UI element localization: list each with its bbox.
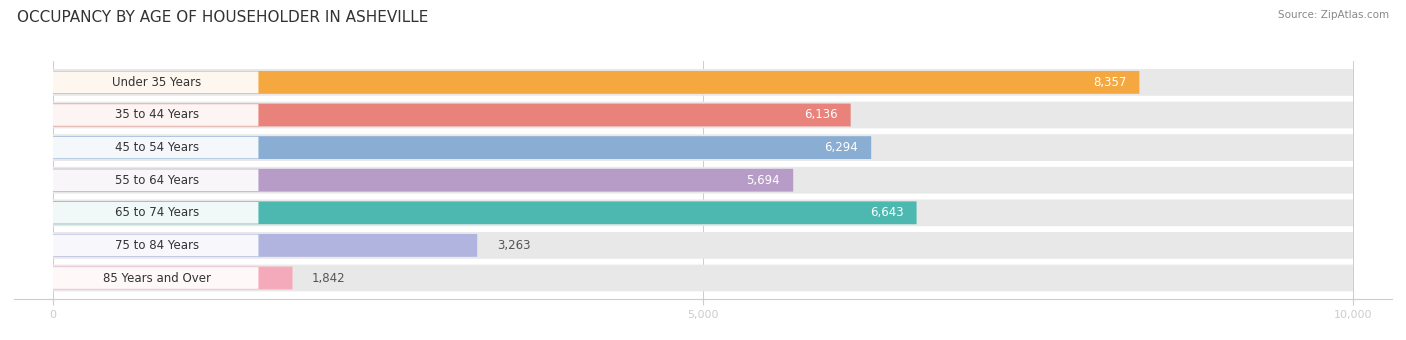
- Text: OCCUPANCY BY AGE OF HOUSEHOLDER IN ASHEVILLE: OCCUPANCY BY AGE OF HOUSEHOLDER IN ASHEV…: [17, 10, 429, 25]
- FancyBboxPatch shape: [53, 71, 1139, 94]
- FancyBboxPatch shape: [53, 200, 1353, 226]
- FancyBboxPatch shape: [53, 234, 477, 257]
- FancyBboxPatch shape: [53, 136, 872, 159]
- Text: 75 to 84 Years: 75 to 84 Years: [115, 239, 200, 252]
- FancyBboxPatch shape: [53, 69, 1353, 96]
- FancyBboxPatch shape: [53, 104, 851, 126]
- FancyBboxPatch shape: [51, 169, 259, 191]
- FancyBboxPatch shape: [53, 167, 1353, 193]
- FancyBboxPatch shape: [53, 267, 292, 289]
- Text: 6,294: 6,294: [824, 141, 858, 154]
- FancyBboxPatch shape: [53, 265, 1353, 291]
- FancyBboxPatch shape: [53, 102, 1353, 129]
- FancyBboxPatch shape: [53, 169, 793, 192]
- Text: 6,136: 6,136: [804, 108, 838, 121]
- Text: Source: ZipAtlas.com: Source: ZipAtlas.com: [1278, 10, 1389, 20]
- FancyBboxPatch shape: [53, 201, 917, 224]
- FancyBboxPatch shape: [51, 267, 259, 289]
- Text: 85 Years and Over: 85 Years and Over: [103, 272, 211, 285]
- Text: 55 to 64 Years: 55 to 64 Years: [115, 174, 200, 187]
- Text: 1,842: 1,842: [312, 272, 346, 285]
- FancyBboxPatch shape: [51, 202, 259, 224]
- Text: 3,263: 3,263: [496, 239, 530, 252]
- FancyBboxPatch shape: [51, 71, 259, 93]
- FancyBboxPatch shape: [51, 104, 259, 126]
- Text: 6,643: 6,643: [870, 206, 904, 219]
- Text: 5,694: 5,694: [747, 174, 780, 187]
- FancyBboxPatch shape: [53, 134, 1353, 161]
- FancyBboxPatch shape: [51, 137, 259, 158]
- FancyBboxPatch shape: [51, 235, 259, 256]
- Text: 45 to 54 Years: 45 to 54 Years: [115, 141, 200, 154]
- Text: Under 35 Years: Under 35 Years: [112, 76, 201, 89]
- Text: 65 to 74 Years: 65 to 74 Years: [115, 206, 200, 219]
- FancyBboxPatch shape: [53, 232, 1353, 259]
- Text: 35 to 44 Years: 35 to 44 Years: [115, 108, 200, 121]
- Text: 8,357: 8,357: [1092, 76, 1126, 89]
